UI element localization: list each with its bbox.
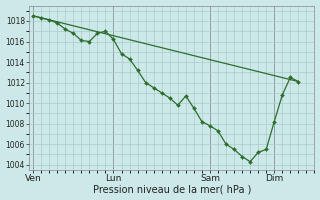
X-axis label: Pression niveau de la mer( hPa ): Pression niveau de la mer( hPa ): [92, 184, 251, 194]
